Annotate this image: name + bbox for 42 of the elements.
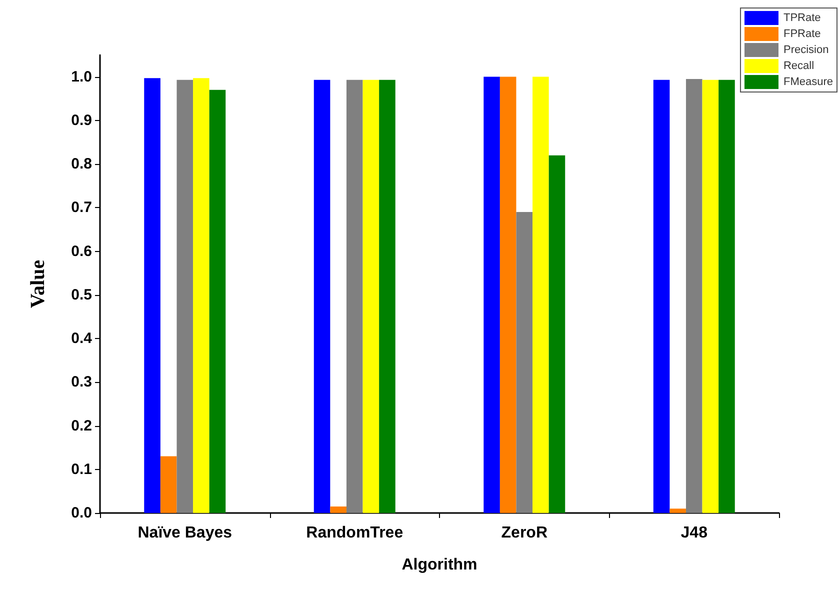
bar xyxy=(686,78,702,513)
y-tick-label: 0.8 xyxy=(71,156,92,173)
bar xyxy=(160,456,177,513)
y-tick-label: 0.0 xyxy=(71,504,92,522)
bar xyxy=(516,212,533,513)
bar xyxy=(500,76,516,513)
y-axis-title: Value xyxy=(27,260,49,308)
legend-label: Precision xyxy=(783,44,829,56)
legend-label: TPRate xyxy=(783,12,821,24)
bar xyxy=(548,155,566,513)
bar xyxy=(670,508,686,513)
legend-label: FMeasure xyxy=(783,76,834,88)
y-tick-label: 0.6 xyxy=(71,242,92,260)
bar xyxy=(176,80,194,513)
bar xyxy=(484,76,500,513)
x-tick-label: RandomTree xyxy=(306,524,404,542)
x-tick-label: ZeroR xyxy=(501,524,548,542)
y-tick-label: 0.9 xyxy=(71,112,92,129)
bar xyxy=(314,80,330,513)
y-tick-label: 0.2 xyxy=(71,417,92,434)
bar xyxy=(532,76,549,513)
bar xyxy=(193,78,210,513)
y-tick-label: 0.3 xyxy=(71,374,92,391)
bar xyxy=(209,90,226,513)
bar xyxy=(330,506,346,513)
bar xyxy=(718,80,735,513)
y-tick-label: 0.7 xyxy=(71,199,92,216)
y-tick-label: 0.4 xyxy=(71,330,93,348)
bar xyxy=(653,80,670,513)
bar xyxy=(702,80,719,513)
x-axis-title: Algorithm xyxy=(402,556,478,574)
bar xyxy=(379,80,396,513)
bar xyxy=(362,80,380,513)
y-tick-label: 0.5 xyxy=(71,286,92,304)
y-tick-label: 0.1 xyxy=(71,460,92,478)
y-tick-label: 1.0 xyxy=(71,68,92,86)
bar xyxy=(346,80,363,513)
x-tick-label: J48 xyxy=(680,524,708,542)
x-tick-label: Naïve Bayes xyxy=(138,524,232,542)
legend-label: FPRate xyxy=(783,28,821,40)
legend-label: Recall xyxy=(783,60,814,72)
bar xyxy=(144,78,160,513)
